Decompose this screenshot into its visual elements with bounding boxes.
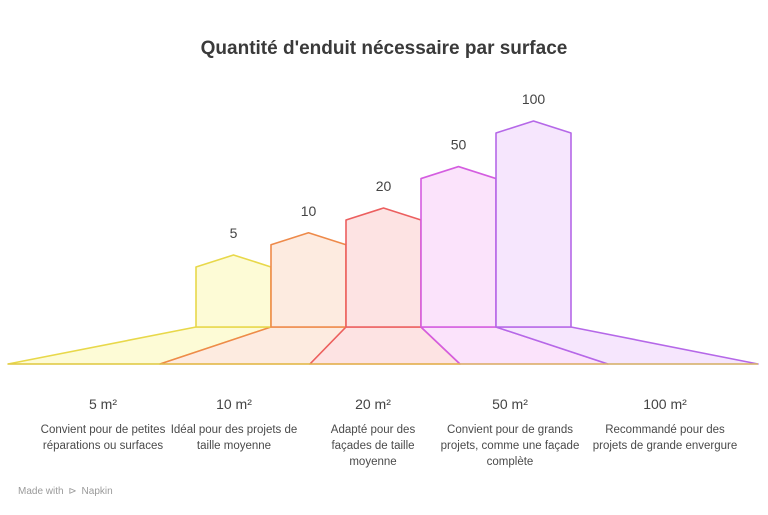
- category-label: 5 m²: [89, 396, 117, 412]
- bar-value-label: 50: [451, 137, 467, 153]
- footer-credit: Made with ⊳ Napkin: [18, 486, 113, 497]
- bar: [345, 207, 422, 328]
- made-with-label: Made with: [18, 486, 64, 497]
- category-label: 10 m²: [216, 396, 252, 412]
- category-block: 5 m² Convient pour de petites réparations…: [28, 396, 178, 454]
- category-description: Convient pour de grands projets, comme u…: [440, 424, 580, 468]
- category-block: 10 m² Idéal pour des projets de taille mo…: [169, 396, 299, 454]
- category-description: Idéal pour des projets de taille moyenne: [170, 424, 298, 452]
- category-label: 100 m²: [643, 396, 687, 412]
- napkin-logo-icon: ⊳: [68, 486, 77, 497]
- category-label: 50 m²: [492, 396, 528, 412]
- category-description: Recommandé pour des projets de grande en…: [592, 424, 738, 452]
- bar-value-label: 10: [301, 203, 317, 219]
- category-description: Convient pour de petites réparations ou …: [40, 424, 166, 452]
- bar-value-label: 5: [230, 225, 238, 241]
- category-block: 100 m² Recommandé pour des projets de gra…: [590, 396, 740, 454]
- bar: [495, 120, 572, 328]
- bar: [420, 165, 497, 328]
- category-block: 50 m² Convient pour de grands projets, co…: [435, 396, 585, 470]
- brand-name: Napkin: [81, 486, 113, 497]
- category-label: 20 m²: [355, 396, 391, 412]
- bar: [270, 232, 347, 328]
- bar: [195, 254, 272, 328]
- bar-value-label: 100: [522, 91, 546, 107]
- category-description: Adapté pour des façades de taille moyenn…: [330, 424, 416, 468]
- category-block: 20 m² Adapté pour des façades de taille m…: [318, 396, 428, 470]
- bar-value-label: 20: [376, 178, 392, 194]
- chart-title: Quantité d'enduit nécessaire par surface: [200, 38, 568, 59]
